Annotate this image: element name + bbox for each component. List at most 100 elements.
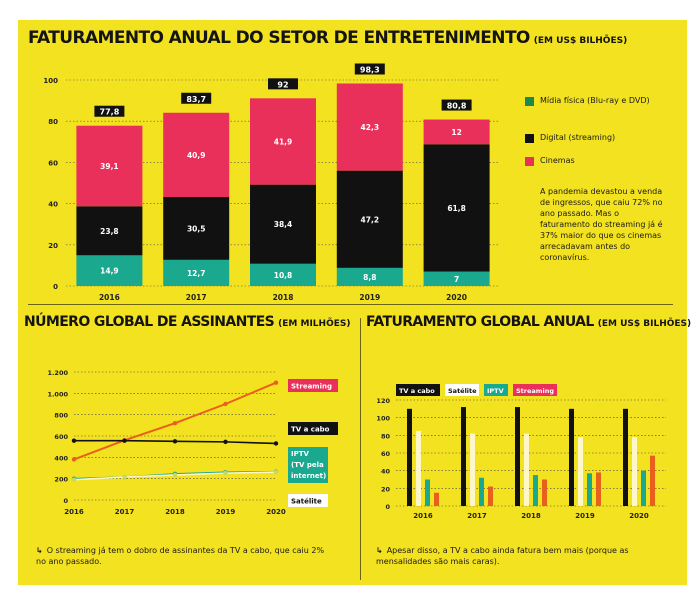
bar-segment: [336, 170, 403, 268]
value-label: 38,4: [274, 220, 293, 229]
value-label: 41,9: [274, 137, 293, 146]
bar-segment: [163, 112, 230, 198]
x-tick-label: 2020: [629, 512, 649, 520]
bar-segment: [76, 206, 143, 256]
y-tick-label: 1.200: [47, 369, 68, 377]
revenue-title-unit: (EM US$ BILHÕES): [597, 319, 692, 329]
legend-digital: Digital (streaming): [525, 133, 615, 143]
legend-physical: Mídia física (Blu-ray e DVD): [525, 96, 650, 106]
x-tick-label: 2019: [575, 512, 595, 520]
x-tick-label: 2016: [64, 508, 84, 516]
value-label: 8,8: [363, 273, 376, 282]
data-point: [223, 439, 228, 445]
x-tick-label: 2018: [273, 293, 294, 302]
bar-segment: [163, 259, 230, 286]
value-label: 47,2: [361, 215, 380, 224]
value-label: 40,9: [187, 151, 206, 160]
revenue-title-text: FATURAMENTO GLOBAL ANUAL: [366, 314, 594, 330]
value-label: 14,9: [100, 267, 119, 276]
value-label: 12,7: [187, 269, 206, 278]
revenue-note: ↳ Apesar disso, a TV a cabo ainda fatura …: [376, 545, 676, 567]
subscribers-note: ↳ O streaming já tem o dobro de assinante…: [36, 545, 336, 567]
data-point: [71, 477, 77, 482]
main-title-text: FATURAMENTO ANUAL DO SETOR DE ENTRETENIM…: [28, 28, 530, 48]
bar: [650, 455, 655, 506]
series-label: TV a cabo: [291, 426, 330, 434]
y-tick-label: 0: [63, 497, 68, 505]
total-label-box: [354, 63, 385, 75]
y-tick-label: 800: [54, 412, 68, 420]
bar-segment: [250, 184, 316, 264]
series-label: IPTV: [291, 450, 310, 458]
total-label: 83,7: [186, 95, 206, 104]
bar: [434, 492, 439, 506]
legend-physical-swatch: [525, 97, 534, 106]
x-tick-label: 2016: [99, 293, 120, 302]
series-label: Satélite: [291, 498, 322, 506]
main-chart-title: FATURAMENTO ANUAL DO SETOR DE ENTRETENIM…: [28, 28, 627, 48]
legend-cinema-swatch: [525, 157, 534, 166]
bar: [596, 472, 601, 506]
bar: [479, 477, 484, 506]
total-label: 77,8: [100, 108, 120, 117]
bar: [461, 407, 466, 506]
bar-segment: [423, 119, 490, 145]
bar-segment: [163, 197, 230, 260]
legend-cinema-label: Cinemas: [540, 156, 575, 165]
value-label: 23,8: [100, 227, 119, 236]
x-tick-label: 2020: [446, 293, 467, 302]
subscribers-title-text: NÚMERO GLOBAL DE ASSINANTES: [24, 314, 275, 330]
bar: [578, 437, 583, 506]
x-tick-label: 2019: [216, 508, 236, 516]
series-label-box: [288, 422, 338, 435]
legend-cinema: Cinemas: [525, 156, 575, 166]
subscribers-line-chart: 0 200 400 600 800 1.000 1.200 2016 2017 2018 2019 2…: [47, 369, 338, 516]
total-label: 80,8: [447, 102, 467, 111]
bar: [587, 473, 592, 506]
legend-box: [445, 384, 479, 396]
y-tick-label: 100: [376, 415, 390, 423]
subscribers-note-text: O streaming já tem o dobro de assinantes…: [36, 546, 325, 566]
value-label: 12: [451, 128, 461, 137]
total-label: 92: [277, 80, 288, 89]
value-label: 42,3: [361, 123, 380, 132]
y-tick-label: 40: [381, 468, 391, 476]
y-tick-label: 400: [54, 454, 68, 462]
x-tick-label: 2017: [467, 512, 487, 520]
data-point: [71, 438, 77, 443]
y-tick-label: 40: [48, 201, 58, 209]
bar-segment: [423, 271, 490, 286]
x-tick-label: 2017: [186, 293, 207, 302]
total-label-box: [94, 105, 125, 117]
subscribers-title-unit: (EM MILHÕES): [278, 319, 351, 329]
bar: [425, 479, 430, 506]
arrow-icon: ↳: [376, 546, 383, 555]
y-tick-label: 0: [385, 503, 390, 511]
x-tick-label: 2016: [413, 512, 433, 520]
data-point: [223, 470, 228, 476]
pandemic-note: A pandemia devastou a venda de ingressos…: [540, 187, 663, 262]
legend-box: [484, 384, 508, 396]
legend-box: [513, 384, 557, 396]
bar: [641, 470, 646, 506]
bar-segment: [76, 125, 143, 207]
data-point: [172, 421, 178, 426]
bar: [632, 437, 637, 506]
main-title-unit: (EM US$ BILHÕES): [533, 36, 628, 46]
bar: [407, 408, 412, 506]
x-tick-label: 2018: [521, 512, 541, 520]
legend-label: TV a cabo: [399, 387, 435, 395]
total-label-box: [441, 99, 472, 111]
bar: [488, 486, 493, 506]
bar: [542, 479, 547, 506]
bar: [524, 433, 529, 506]
data-point: [273, 469, 279, 475]
data-point: [223, 401, 228, 407]
revenue-stacked-bar-chart: 0 20 40 60 80 100 14,9 23,8 39,1 77,8 2016 12,7 30,5…: [43, 63, 500, 302]
value-label: 30,5: [187, 224, 206, 233]
global-revenue-bar-chart: 0 20 40 60 80 100 120 2016 2017 2018 2019 2020 TV a …: [376, 384, 666, 520]
series-label-box: [288, 447, 328, 483]
global-revenue-chart-title: FATURAMENTO GLOBAL ANUAL (EM US$ BILHÕES): [366, 314, 691, 330]
data-point: [273, 380, 279, 385]
bar: [416, 430, 421, 506]
